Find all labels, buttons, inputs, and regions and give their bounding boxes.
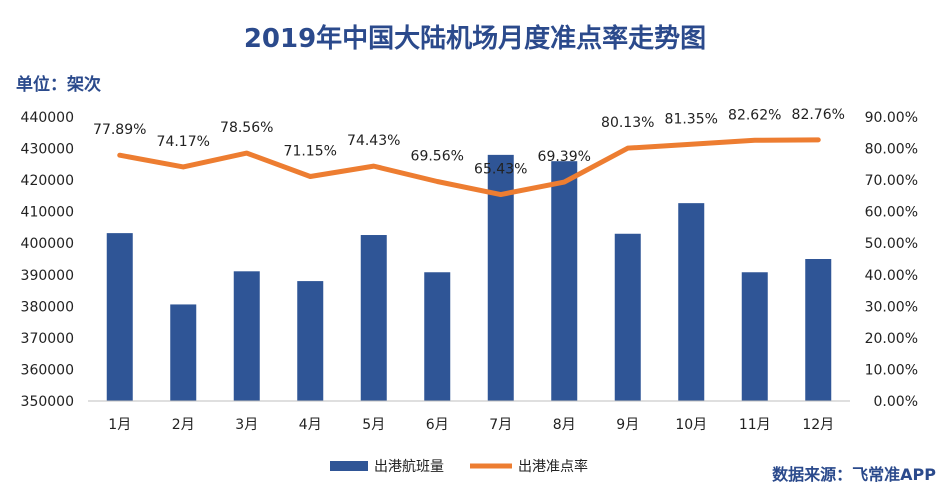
line-data-labels: 77.89% 74.17% 78.56% 71.15% 74.43% 69.56% 65.4… bbox=[93, 107, 845, 178]
y-left-tick-label: 430000 bbox=[21, 142, 74, 158]
y-right-tick-label: 30.00% bbox=[865, 299, 918, 315]
y-right-tick-label: 0.00% bbox=[874, 394, 918, 410]
x-tick-label: 11月 bbox=[739, 417, 771, 433]
y-left-tick-label: 420000 bbox=[21, 173, 74, 189]
legend-bar-swatch bbox=[330, 461, 368, 471]
y-right-tick-label: 10.00% bbox=[865, 362, 918, 378]
line-data-label: 78.56% bbox=[220, 120, 273, 136]
bar-5 bbox=[360, 235, 387, 401]
line-data-label: 69.39% bbox=[538, 149, 591, 165]
x-tick-label: 2月 bbox=[172, 417, 195, 433]
x-tick-label: 3月 bbox=[235, 417, 258, 433]
y-left-tick-label: 390000 bbox=[21, 268, 74, 284]
line-data-label: 69.56% bbox=[411, 148, 464, 164]
x-tick-label: 10月 bbox=[675, 417, 707, 433]
y-right-tick-label: 20.00% bbox=[865, 331, 918, 347]
bar-11 bbox=[741, 272, 768, 401]
y-left-tick-label: 440000 bbox=[21, 110, 74, 126]
y-left-tick-label: 360000 bbox=[21, 362, 74, 378]
bar-1 bbox=[106, 233, 133, 401]
y-left-axis: 350000 360000 370000 380000 390000 400000 4100… bbox=[21, 110, 74, 410]
x-tick-label: 4月 bbox=[299, 417, 322, 433]
y-right-tick-label: 70.00% bbox=[865, 173, 918, 189]
y-left-tick-label: 410000 bbox=[21, 205, 74, 221]
bar-series bbox=[106, 154, 832, 401]
y-left-tick-label: 370000 bbox=[21, 331, 74, 347]
source-label: 数据来源：飞常准APP bbox=[772, 465, 936, 484]
bar-4 bbox=[297, 281, 324, 401]
x-tick-label: 1月 bbox=[108, 417, 131, 433]
y-right-tick-label: 60.00% bbox=[865, 205, 918, 221]
y-left-tick-label: 350000 bbox=[21, 394, 74, 410]
x-tick-label: 5月 bbox=[362, 417, 385, 433]
bar-3 bbox=[233, 271, 260, 401]
line-data-label: 71.15% bbox=[284, 143, 337, 159]
line-data-label: 74.17% bbox=[157, 134, 210, 150]
unit-label: 单位：架次 bbox=[16, 75, 101, 95]
y-right-axis: 0.00% 10.00% 20.00% 30.00% 40.00% 50.00% 60.00… bbox=[865, 110, 918, 410]
line-data-label: 82.76% bbox=[792, 107, 845, 123]
x-tick-label: 7月 bbox=[489, 417, 512, 433]
bar-6 bbox=[424, 272, 451, 401]
legend-line-label: 出港准点率 bbox=[518, 458, 588, 475]
line-data-label: 82.62% bbox=[728, 107, 781, 123]
line-data-label: 74.43% bbox=[347, 133, 400, 149]
y-right-tick-label: 50.00% bbox=[865, 236, 918, 252]
x-axis: 1月 2月 3月 4月 5月 6月 7月 8月 9月 10月 11月 12月 bbox=[108, 417, 834, 433]
bar-9 bbox=[614, 233, 641, 401]
line-data-label: 65.43% bbox=[474, 162, 527, 178]
bar-8 bbox=[551, 161, 578, 401]
line-data-label: 80.13% bbox=[601, 115, 654, 131]
y-left-tick-label: 380000 bbox=[21, 299, 74, 315]
y-right-tick-label: 80.00% bbox=[865, 142, 918, 158]
y-left-tick-label: 400000 bbox=[21, 236, 74, 252]
bar-2 bbox=[170, 304, 197, 401]
line-series bbox=[117, 137, 821, 198]
x-tick-label: 9月 bbox=[616, 417, 639, 433]
chart-title: 2019年中国大陆机场月度准点率走势图 bbox=[243, 24, 707, 54]
x-tick-label: 12月 bbox=[802, 417, 834, 433]
legend-bar-label: 出港航班量 bbox=[374, 459, 444, 475]
y-right-tick-label: 90.00% bbox=[865, 110, 918, 126]
x-tick-label: 8月 bbox=[553, 417, 576, 433]
line-data-label: 77.89% bbox=[93, 122, 146, 138]
bar-10 bbox=[678, 203, 705, 401]
legend: 出港航班量 出港准点率 bbox=[330, 458, 588, 475]
line-data-label: 81.35% bbox=[665, 111, 718, 127]
y-right-tick-label: 40.00% bbox=[865, 268, 918, 284]
x-tick-label: 6月 bbox=[426, 417, 449, 433]
bar-12 bbox=[805, 259, 832, 401]
